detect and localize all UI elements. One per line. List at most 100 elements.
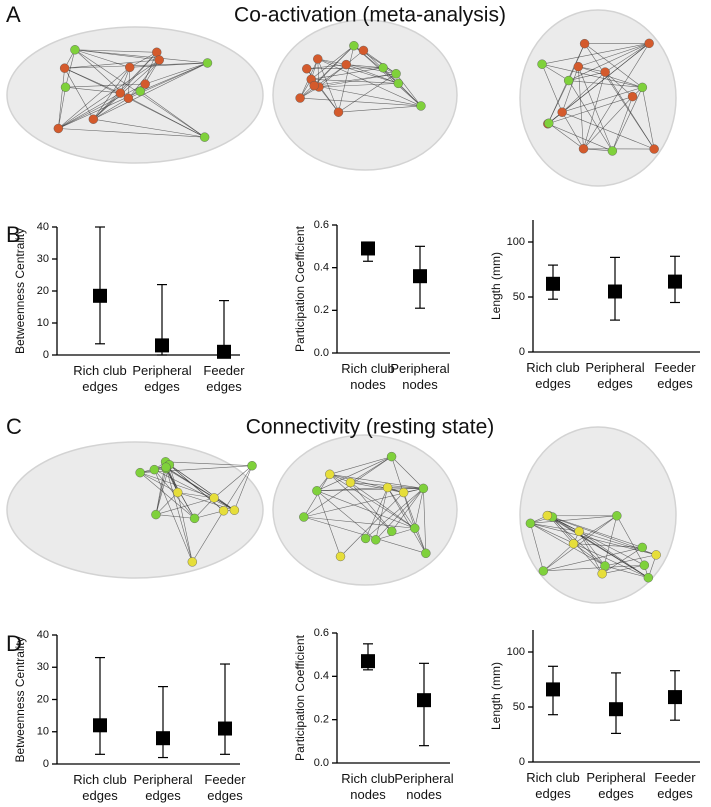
node bbox=[382, 482, 393, 493]
x-tick-label: Peripheral nodes bbox=[394, 771, 453, 802]
edge bbox=[192, 510, 224, 563]
edge bbox=[604, 43, 650, 73]
node bbox=[333, 107, 344, 117]
edge bbox=[584, 43, 643, 88]
node bbox=[59, 63, 70, 73]
median-marker bbox=[668, 274, 682, 289]
edge bbox=[165, 466, 215, 499]
node bbox=[542, 510, 553, 521]
edge bbox=[303, 474, 331, 518]
node bbox=[537, 59, 547, 69]
node bbox=[349, 41, 359, 51]
node bbox=[386, 451, 397, 462]
median-marker bbox=[546, 276, 560, 291]
edge bbox=[93, 98, 129, 120]
node bbox=[299, 512, 309, 522]
edge bbox=[578, 531, 603, 574]
edge bbox=[194, 510, 224, 519]
node bbox=[525, 518, 536, 529]
edge bbox=[93, 52, 157, 120]
x-tick-label: Peripheral edges bbox=[133, 772, 192, 803]
median-marker bbox=[93, 718, 107, 733]
y-axis-label: Length (mm) bbox=[489, 662, 503, 730]
node bbox=[154, 55, 164, 65]
edge bbox=[313, 45, 355, 86]
edge bbox=[316, 490, 415, 529]
panel-letter: D bbox=[6, 631, 22, 656]
edge bbox=[382, 67, 422, 107]
edge bbox=[547, 123, 613, 152]
y-tick-label: 30 bbox=[37, 661, 49, 673]
edge bbox=[391, 456, 424, 489]
edge bbox=[93, 62, 208, 120]
edge bbox=[169, 464, 179, 493]
node bbox=[607, 146, 618, 156]
edge bbox=[403, 492, 427, 554]
median-marker bbox=[608, 284, 622, 299]
edge bbox=[58, 68, 65, 129]
edge bbox=[316, 490, 376, 541]
edge bbox=[584, 43, 655, 150]
node bbox=[309, 80, 319, 91]
node bbox=[313, 54, 323, 64]
node bbox=[573, 61, 584, 72]
edge bbox=[391, 488, 424, 532]
edge bbox=[578, 531, 649, 578]
y-tick-label: 40 bbox=[37, 629, 49, 641]
edge bbox=[375, 487, 388, 540]
brain-outline bbox=[6, 441, 264, 579]
edge bbox=[316, 490, 341, 557]
edge bbox=[177, 492, 215, 499]
edge bbox=[583, 72, 606, 149]
node bbox=[557, 107, 567, 117]
panel-letter: C bbox=[6, 414, 22, 439]
edge bbox=[223, 465, 253, 511]
edge bbox=[530, 523, 544, 572]
edge bbox=[316, 487, 388, 492]
edge bbox=[139, 472, 178, 493]
edge bbox=[387, 487, 427, 554]
node bbox=[345, 477, 356, 488]
node bbox=[600, 67, 610, 77]
y-tick-label: 0.2 bbox=[314, 714, 329, 726]
edge bbox=[74, 49, 130, 68]
node bbox=[544, 118, 554, 128]
y-tick-label: 0.6 bbox=[314, 219, 329, 231]
edge bbox=[583, 43, 650, 149]
y-tick-label: 10 bbox=[37, 726, 49, 738]
edge bbox=[530, 523, 657, 556]
y-tick-label: 0.4 bbox=[314, 262, 329, 274]
node bbox=[149, 464, 160, 475]
edge bbox=[548, 123, 584, 150]
node bbox=[125, 62, 135, 73]
edge bbox=[642, 87, 655, 150]
node bbox=[209, 493, 219, 503]
x-tick-label: Peripheral nodes bbox=[390, 361, 449, 392]
node bbox=[229, 505, 240, 515]
edge bbox=[612, 96, 633, 152]
edge bbox=[58, 67, 130, 129]
y-tick-label: 0 bbox=[43, 349, 49, 361]
median-marker bbox=[546, 682, 560, 697]
edge bbox=[311, 67, 384, 80]
y-tick-label: 0 bbox=[43, 758, 49, 770]
median-marker bbox=[361, 654, 375, 669]
edge bbox=[568, 80, 643, 88]
median-marker bbox=[413, 269, 427, 284]
y-tick-label: 100 bbox=[507, 646, 525, 658]
edge bbox=[145, 62, 208, 85]
edge bbox=[414, 488, 424, 529]
node bbox=[563, 75, 574, 86]
edge bbox=[155, 514, 195, 519]
edge bbox=[318, 73, 397, 88]
edge bbox=[93, 118, 205, 138]
edge bbox=[318, 83, 399, 88]
edge bbox=[317, 58, 399, 84]
edge bbox=[568, 80, 613, 152]
edge bbox=[129, 62, 208, 68]
edge bbox=[350, 482, 392, 532]
node bbox=[151, 509, 161, 520]
node bbox=[247, 461, 257, 471]
y-tick-label: 40 bbox=[37, 221, 49, 233]
x-tick-label: Peripheral edges bbox=[585, 360, 644, 391]
